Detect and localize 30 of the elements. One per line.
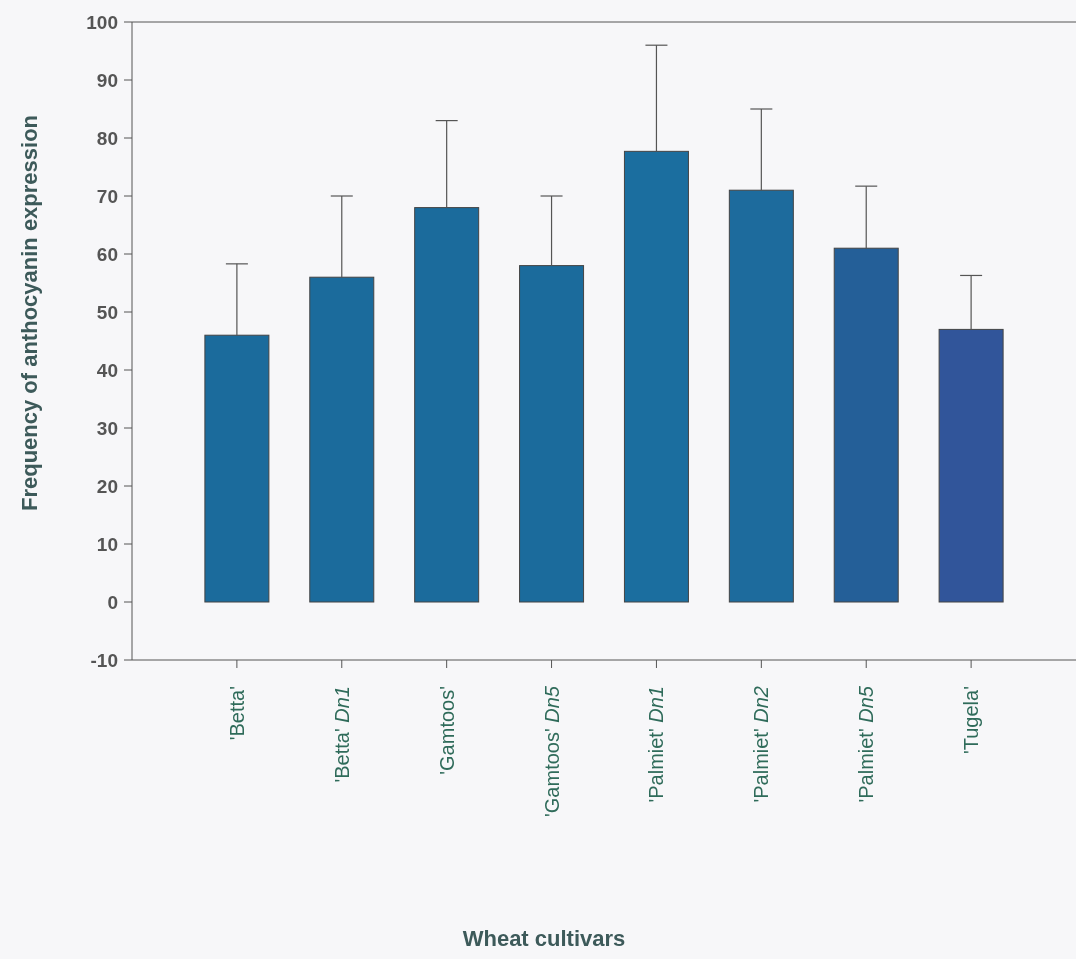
y-tick-label: 100 bbox=[86, 11, 118, 33]
bar bbox=[938, 328, 1004, 603]
x-tick-label: 'Gamtoos' Dn5 bbox=[540, 685, 563, 818]
y-tick-label: 10 bbox=[96, 533, 118, 555]
bar bbox=[623, 150, 689, 603]
y-tick-label: 40 bbox=[96, 359, 118, 381]
bar bbox=[728, 189, 794, 603]
bar bbox=[204, 334, 270, 603]
y-tick-label: 20 bbox=[96, 475, 118, 497]
x-tick-label: 'Betta' bbox=[225, 686, 248, 741]
bar bbox=[833, 247, 899, 603]
bar bbox=[309, 276, 375, 603]
x-tick-label: 'Palmiet' Dn1 bbox=[645, 686, 668, 803]
y-tick-label: 60 bbox=[96, 243, 118, 265]
y-tick-label: 50 bbox=[96, 301, 118, 323]
x-tick-label: 'Gamtoos' bbox=[435, 686, 458, 775]
y-tick-label: 80 bbox=[96, 127, 118, 149]
x-axis-title: Wheat cultivars bbox=[462, 926, 626, 951]
y-tick-label: 30 bbox=[96, 417, 118, 439]
y-axis-title: Frequency of anthocyanin expression bbox=[17, 114, 42, 512]
x-tick-label: 'Tugela' bbox=[960, 686, 983, 755]
x-tick-label: 'Palmiet' Dn5 bbox=[855, 685, 878, 803]
x-tick-label: 'Palmiet' Dn2 bbox=[750, 686, 773, 803]
y-tick-label: 90 bbox=[96, 69, 118, 91]
bar bbox=[414, 207, 480, 603]
y-tick-label: -10 bbox=[90, 649, 118, 671]
y-tick-label: 0 bbox=[107, 591, 118, 613]
bar bbox=[519, 265, 585, 603]
y-tick-label: 70 bbox=[96, 185, 118, 207]
x-tick-label: 'Betta' Dn1 bbox=[330, 686, 353, 783]
